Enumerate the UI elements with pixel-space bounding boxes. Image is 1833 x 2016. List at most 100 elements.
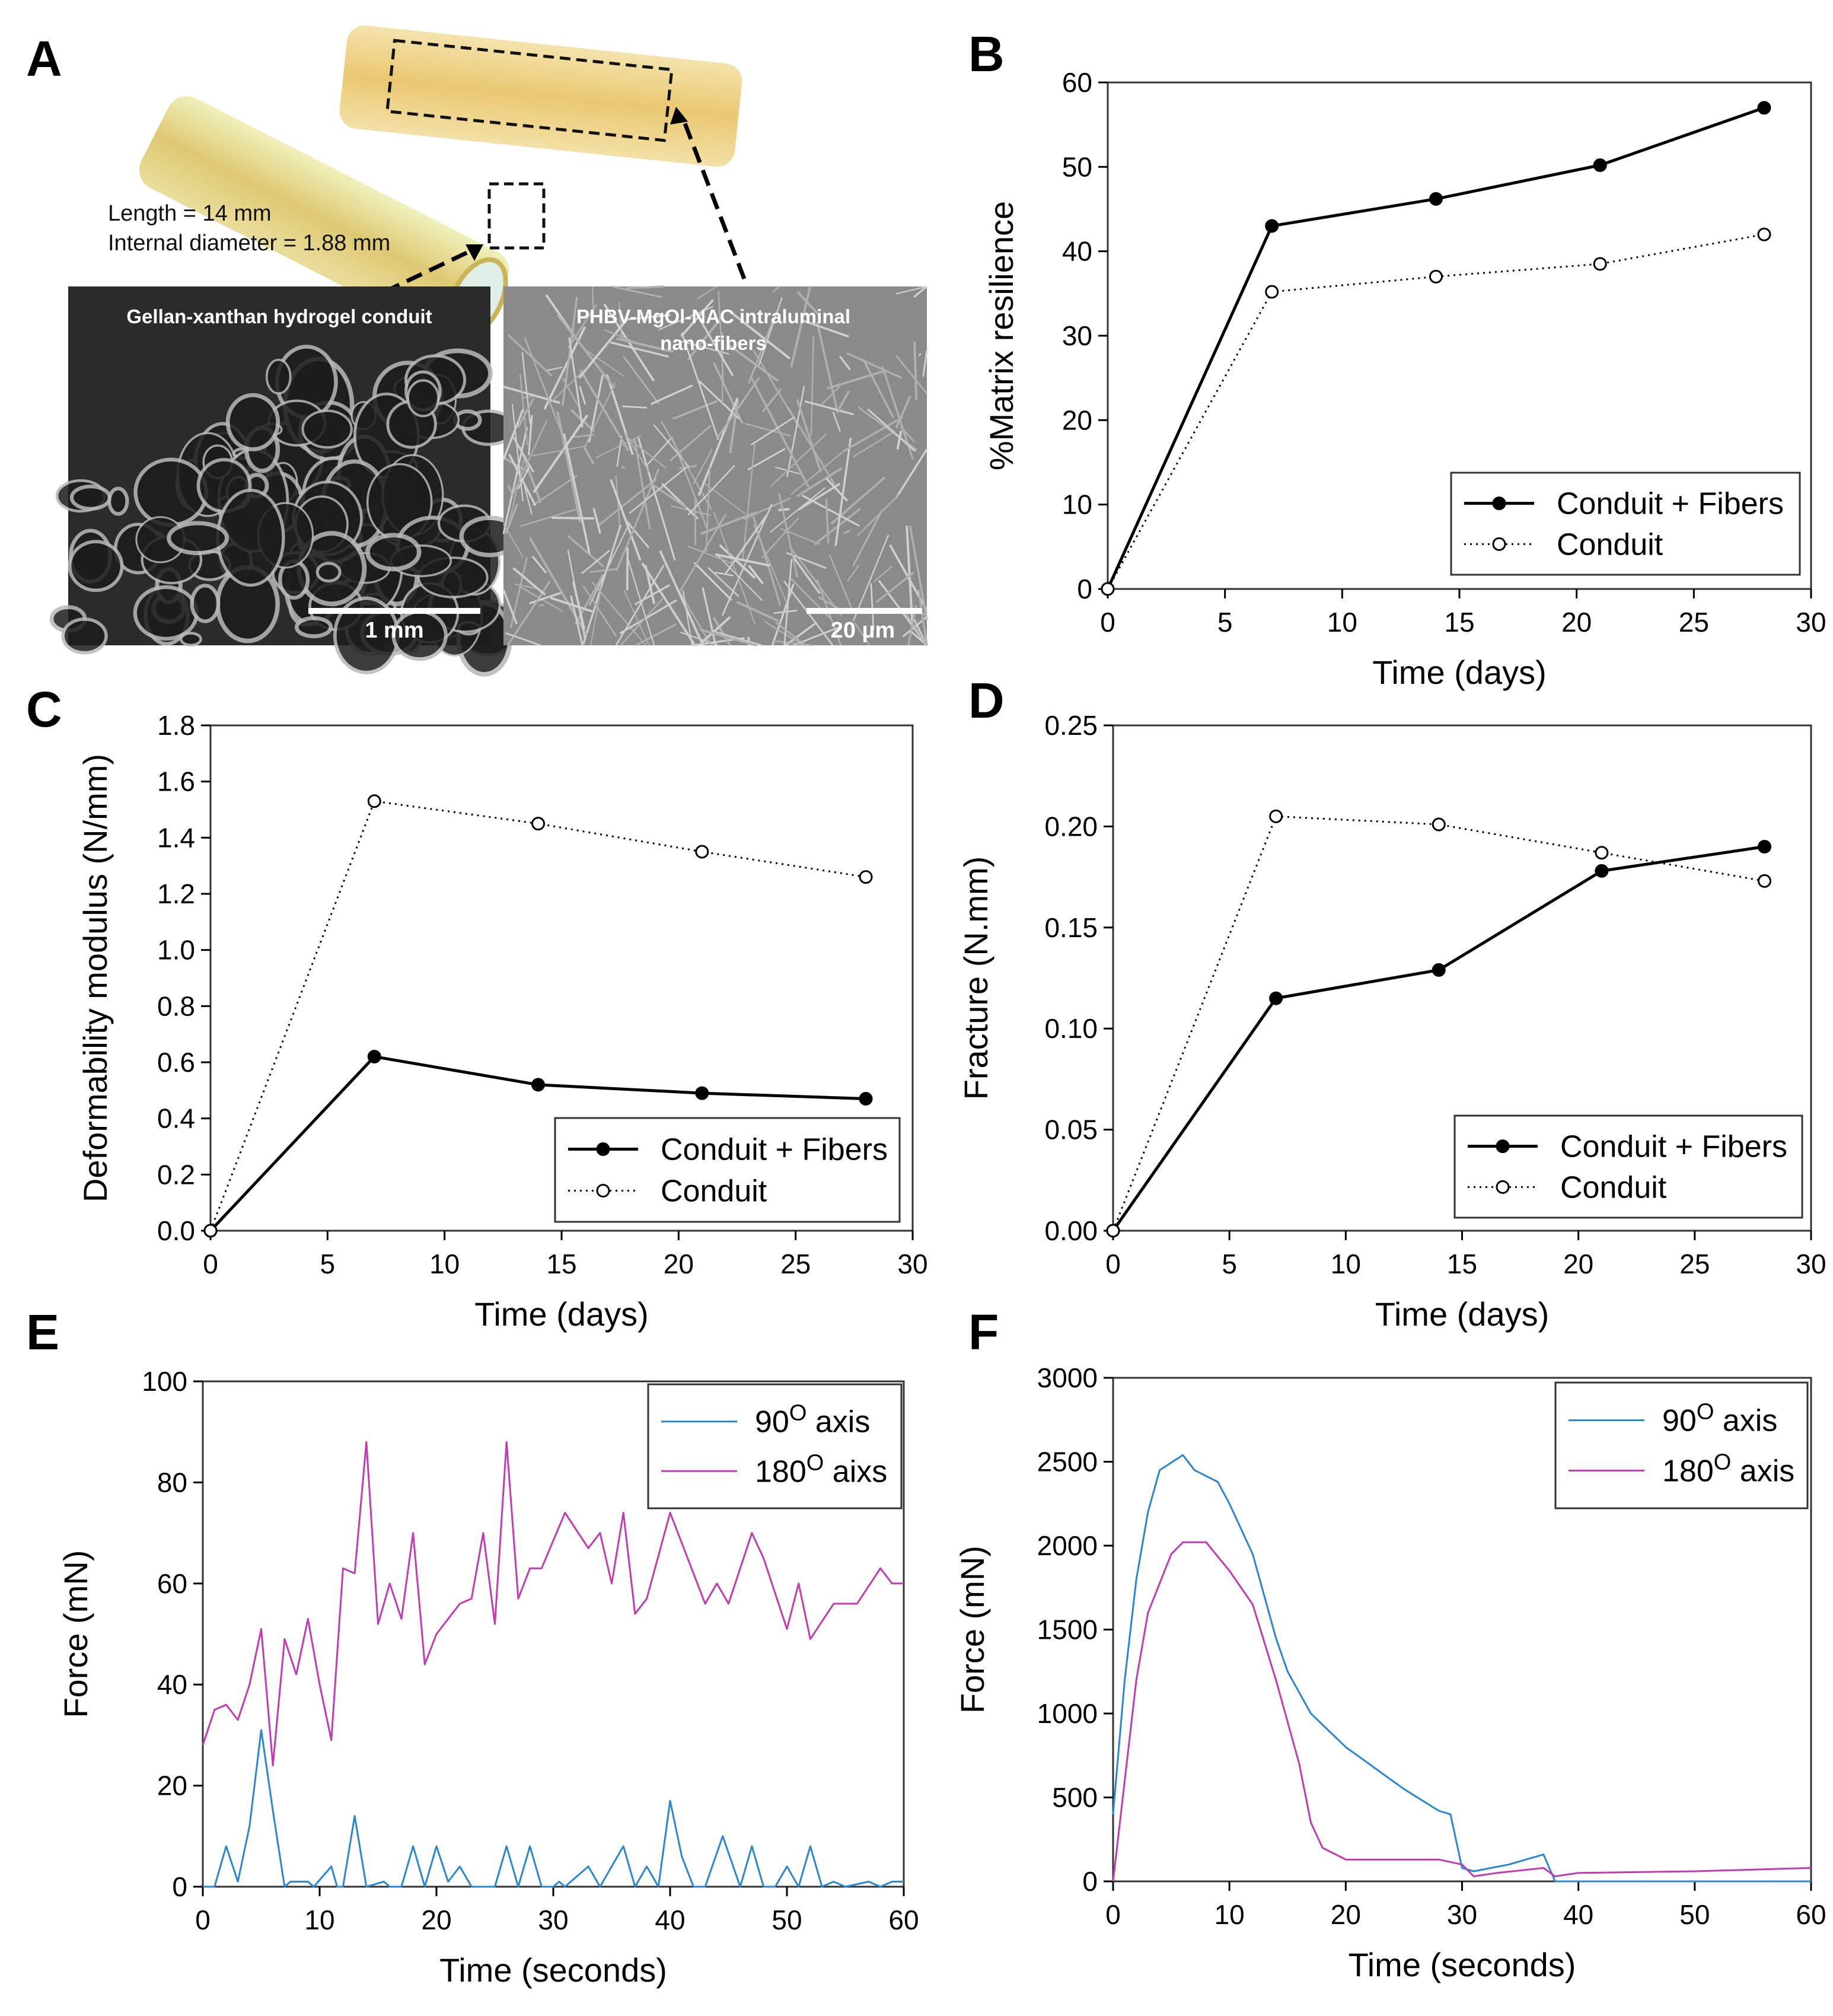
sem-fiber — [748, 565, 764, 585]
sem-fiber — [590, 586, 602, 646]
sem-fiber — [852, 509, 883, 566]
arrow-head — [466, 244, 483, 261]
series-line-0 — [1112, 1454, 1811, 1883]
sem-fiber — [778, 493, 799, 578]
sem-fiber — [624, 314, 671, 321]
y-tick-label: 0.25 — [1044, 710, 1098, 741]
x-tick-label: 40 — [1563, 1899, 1593, 1930]
sem-fiber — [836, 390, 850, 413]
sem-fiber — [661, 421, 713, 510]
sem-fiber — [578, 317, 630, 379]
legend-marker — [596, 1184, 610, 1198]
sem-fiber — [591, 286, 594, 314]
legend-label: Conduit — [1560, 1170, 1667, 1205]
sem-right-title-1: PHBV-MgOl-NAC intraluminal — [576, 305, 850, 327]
y-tick-label: 20 — [157, 1770, 187, 1801]
y-axis-title: Fracture (N.mm) — [957, 856, 994, 1100]
sem-fiber — [520, 508, 578, 527]
sem-fiber — [503, 523, 524, 558]
sem-fiber — [502, 409, 524, 460]
sem-pore — [365, 533, 422, 572]
dashed-box-fibers — [385, 39, 674, 142]
y-tick-label: 3000 — [1037, 1362, 1098, 1393]
sem-fiber — [786, 386, 805, 477]
y-tick-label: 0.8 — [157, 991, 195, 1021]
sem-fiber — [619, 302, 623, 341]
x-tick-label: 60 — [1796, 1899, 1826, 1930]
sem-fiber — [644, 565, 656, 604]
sem-fiber — [773, 610, 798, 614]
sem-fiber — [505, 504, 518, 534]
sem-fiber — [619, 599, 677, 635]
sem-fiber — [622, 355, 659, 405]
data-point — [1106, 1224, 1120, 1238]
sem-pore — [133, 585, 199, 641]
y-tick-label: 1.8 — [157, 710, 195, 741]
sem-fiber — [856, 493, 900, 537]
sem-fiber — [567, 304, 598, 349]
x-tick-label: 10 — [1327, 607, 1357, 638]
sem-fiber — [713, 511, 756, 625]
data-point — [1265, 219, 1279, 233]
sem-fiber — [532, 445, 587, 457]
sem-fiber — [615, 468, 660, 572]
sem-fiber — [528, 537, 588, 636]
sem-fiber — [743, 497, 791, 520]
legend-label: 90O axis — [755, 1401, 870, 1439]
sem-pore — [315, 562, 342, 583]
x-tick-label: 30 — [1796, 1249, 1826, 1279]
sem-fiber — [611, 285, 662, 298]
sem-fiber — [752, 515, 782, 606]
legend-label: Conduit — [661, 1174, 767, 1209]
legend: Conduit + Fibers Conduit — [554, 1117, 901, 1223]
sem-fiber — [626, 285, 665, 289]
panel-letter-a: A — [26, 31, 62, 87]
sem-fiber — [531, 555, 547, 574]
sem-fiber — [698, 380, 740, 420]
length-label: Length = 14 mm — [108, 201, 272, 226]
sem-fiber — [802, 319, 849, 338]
sem-fiber — [771, 583, 795, 646]
scale-bar — [806, 608, 922, 614]
sem-fiber — [750, 416, 795, 446]
sem-fiber — [572, 581, 586, 630]
legend: Conduit + Fibers Conduit — [1453, 1114, 1803, 1219]
x-axis-title: Time (seconds) — [1349, 1946, 1576, 1983]
chart-panel-d: D 0 5 10 15 20 25 30 0.00 0.05 0.10 0.15 0.20 0.25 Tim… — [957, 673, 1826, 1333]
sem-fiber — [697, 286, 718, 300]
sem-fiber — [692, 448, 713, 485]
x-tick-label: 20 — [1331, 1899, 1361, 1930]
x-tick-label: 20 — [664, 1249, 694, 1279]
sem-fiber — [852, 430, 896, 458]
sem-pore — [294, 616, 333, 639]
chart-panel-b: B 0 5 10 15 20 25 30 0 10 20 30 40 50 60 Time (days) %Ma… — [968, 26, 1826, 691]
sem-fiber — [563, 433, 591, 555]
y-tick-label: 40 — [1062, 236, 1092, 267]
scale-bar-label: 1 mm — [365, 618, 423, 643]
series-line-1 — [1112, 815, 1765, 1231]
sem-fiber — [610, 479, 642, 561]
x-tick-label: 15 — [1444, 607, 1474, 638]
sem-fiber — [570, 595, 584, 646]
sem-fiber — [620, 598, 664, 646]
data-point — [1758, 874, 1772, 888]
data-point — [531, 817, 546, 831]
sem-fiber — [512, 419, 548, 496]
y-tick-label: 50 — [1062, 151, 1092, 182]
sem-fiber — [517, 466, 530, 490]
sem-left-title: Gellan-xanthan hydrogel conduit — [126, 305, 432, 327]
legend-label: Conduit — [1557, 527, 1663, 562]
sem-fiber — [625, 520, 650, 549]
sem-fiber — [834, 438, 852, 546]
data-point — [1429, 269, 1443, 284]
data-point — [1593, 158, 1607, 172]
sem-fiber — [507, 334, 553, 377]
x-tick-label: 10 — [1214, 1899, 1245, 1930]
legend-marker — [1492, 537, 1506, 551]
sem-fiber — [707, 567, 739, 597]
panel-letter-b: B — [968, 26, 1005, 82]
sem-fiber — [839, 355, 851, 371]
sem-fiber — [556, 313, 616, 388]
data-point — [1595, 864, 1609, 878]
